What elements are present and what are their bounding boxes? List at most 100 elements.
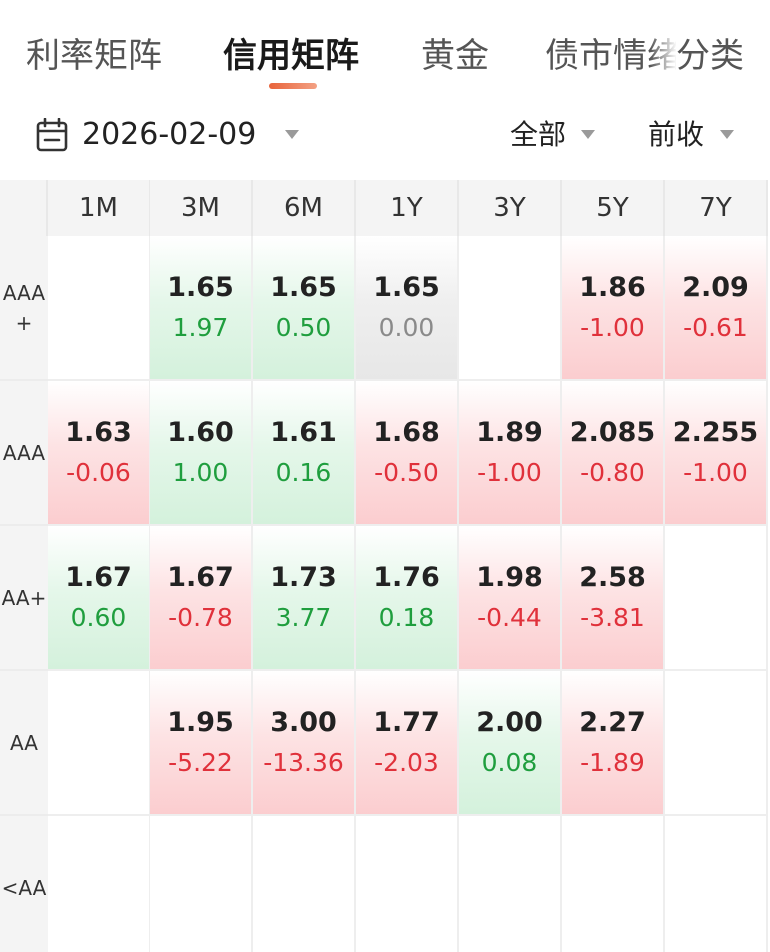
matrix-cell[interactable]: 1.65 1.97 (150, 236, 253, 381)
matrix-cell (665, 671, 768, 816)
matrix-cell (48, 671, 151, 816)
matrix-cell[interactable]: 2.255 -1.00 (665, 381, 768, 526)
matrix-cell[interactable]: 1.61 0.16 (253, 381, 356, 526)
cell-yield: 3.00 (270, 706, 337, 738)
matrix-cell[interactable]: 1.67 0.60 (48, 526, 151, 671)
filter-bar: 2026-02-09 全部 前收 (0, 100, 770, 176)
cell-yield: 1.76 (373, 561, 440, 593)
cell-change: -0.50 (374, 457, 439, 487)
cell-yield: 1.98 (476, 561, 543, 593)
column-header-6m: 6M (253, 180, 356, 236)
cell-change: 0.18 (378, 602, 435, 632)
matrix-cell[interactable]: 1.65 0.50 (253, 236, 356, 381)
tab-gold[interactable]: 黄金 (421, 36, 489, 76)
credit-matrix-grid: 1M 3M 6M 1Y 3Y 5Y 7Y AAA + 1.65 1.97 1.65 0.50 1.65 0… (0, 180, 770, 952)
matrix-cell (253, 816, 356, 952)
cell-change: 0.08 (481, 747, 538, 777)
matrix-cell (356, 816, 459, 952)
matrix-cell (562, 816, 665, 952)
cell-yield: 2.255 (672, 416, 759, 448)
matrix-cell (459, 816, 562, 952)
matrix-cell (150, 816, 253, 952)
column-header-1m: 1M (48, 180, 151, 236)
matrix-cell (48, 236, 151, 381)
cell-change: -13.36 (263, 747, 344, 777)
cell-change: -3.81 (580, 602, 645, 632)
cell-yield: 1.89 (476, 416, 543, 448)
tab-rate-matrix[interactable]: 利率矩阵 (26, 36, 162, 76)
matrix-cell[interactable]: 1.73 3.77 (253, 526, 356, 671)
matrix-cell[interactable]: 2.085 -0.80 (562, 381, 665, 526)
matrix-cell[interactable]: 1.68 -0.50 (356, 381, 459, 526)
cell-change: -1.89 (580, 747, 645, 777)
matrix-cell[interactable]: 1.95 -5.22 (150, 671, 253, 816)
cell-yield: 1.65 (167, 271, 234, 303)
matrix-cell (665, 526, 768, 671)
cell-change: 1.00 (172, 457, 229, 487)
cell-change: -2.03 (374, 747, 439, 777)
matrix-cell[interactable]: 3.00 -13.36 (253, 671, 356, 816)
tab-bond-sentiment[interactable]: 债市情绪 (545, 36, 681, 76)
cell-yield: 1.86 (579, 271, 646, 303)
matrix-cell[interactable]: 2.27 -1.89 (562, 671, 665, 816)
cell-yield: 2.085 (569, 416, 656, 448)
matrix-cell[interactable]: 1.67 -0.78 (150, 526, 253, 671)
calendar-icon (36, 118, 68, 152)
scope-value: 全部 (510, 118, 567, 151)
cell-change: -1.00 (477, 457, 542, 487)
matrix-cell[interactable]: 2.58 -3.81 (562, 526, 665, 671)
cell-change: -5.22 (168, 747, 233, 777)
cell-change: 0.60 (70, 602, 127, 632)
tab-credit-matrix[interactable]: 信用矩阵 (223, 36, 359, 76)
matrix-cell[interactable]: 1.98 -0.44 (459, 526, 562, 671)
column-header-7y: 7Y (665, 180, 768, 236)
cell-change: 0.16 (275, 457, 332, 487)
matrix-cell[interactable]: 2.09 -0.61 (665, 236, 768, 381)
cell-yield: 2.58 (579, 561, 646, 593)
cell-change: 1.97 (172, 312, 229, 342)
cell-yield: 2.27 (579, 706, 646, 738)
matrix-cell[interactable]: 1.65 0.00 (356, 236, 459, 381)
column-header-3m: 3M (150, 180, 253, 236)
cell-change: 0.00 (378, 312, 435, 342)
cell-change: 3.77 (275, 602, 332, 632)
cell-change: 0.50 (275, 312, 332, 342)
matrix-cell[interactable]: 1.89 -1.00 (459, 381, 562, 526)
matrix-cell[interactable]: 2.00 0.08 (459, 671, 562, 816)
column-header-3y: 3Y (459, 180, 562, 236)
matrix-cell[interactable]: 1.63 -0.06 (48, 381, 151, 526)
cell-yield: 1.61 (270, 416, 337, 448)
matrix-cell[interactable]: 1.76 0.18 (356, 526, 459, 671)
column-header-1y: 1Y (356, 180, 459, 236)
matrix-cell (665, 816, 768, 952)
row-header: AAA + (0, 236, 48, 381)
row-header: AA+ (0, 526, 48, 671)
compare-value: 前收 (648, 118, 705, 151)
cell-yield: 2.09 (682, 271, 749, 303)
cell-change: -1.00 (683, 457, 748, 487)
tab-bar: 利率矩阵 信用矩阵 黄金 债市情绪 分类 (0, 0, 770, 100)
tab-category[interactable]: 分类 (676, 32, 744, 80)
cell-change: -0.44 (477, 602, 542, 632)
cell-yield: 1.65 (373, 271, 440, 303)
grid-corner (0, 180, 48, 236)
row-header: AA (0, 671, 48, 816)
caret-down-icon (285, 130, 299, 139)
cell-yield: 1.68 (373, 416, 440, 448)
cell-change: -1.00 (580, 312, 645, 342)
matrix-cell[interactable]: 1.77 -2.03 (356, 671, 459, 816)
cell-yield: 1.95 (167, 706, 234, 738)
matrix-cell[interactable]: 1.60 1.00 (150, 381, 253, 526)
cell-change: -0.78 (168, 602, 233, 632)
caret-down-icon (581, 130, 595, 139)
cell-yield: 1.67 (167, 561, 234, 593)
cell-yield: 2.00 (476, 706, 543, 738)
cell-yield: 1.77 (373, 706, 440, 738)
column-header-5y: 5Y (562, 180, 665, 236)
date-value: 2026-02-09 (82, 117, 257, 152)
cell-yield: 1.67 (65, 561, 132, 593)
matrix-cell[interactable]: 1.86 -1.00 (562, 236, 665, 381)
row-header: <AA (0, 816, 48, 952)
matrix-cell (48, 816, 151, 952)
matrix-cell (459, 236, 562, 381)
